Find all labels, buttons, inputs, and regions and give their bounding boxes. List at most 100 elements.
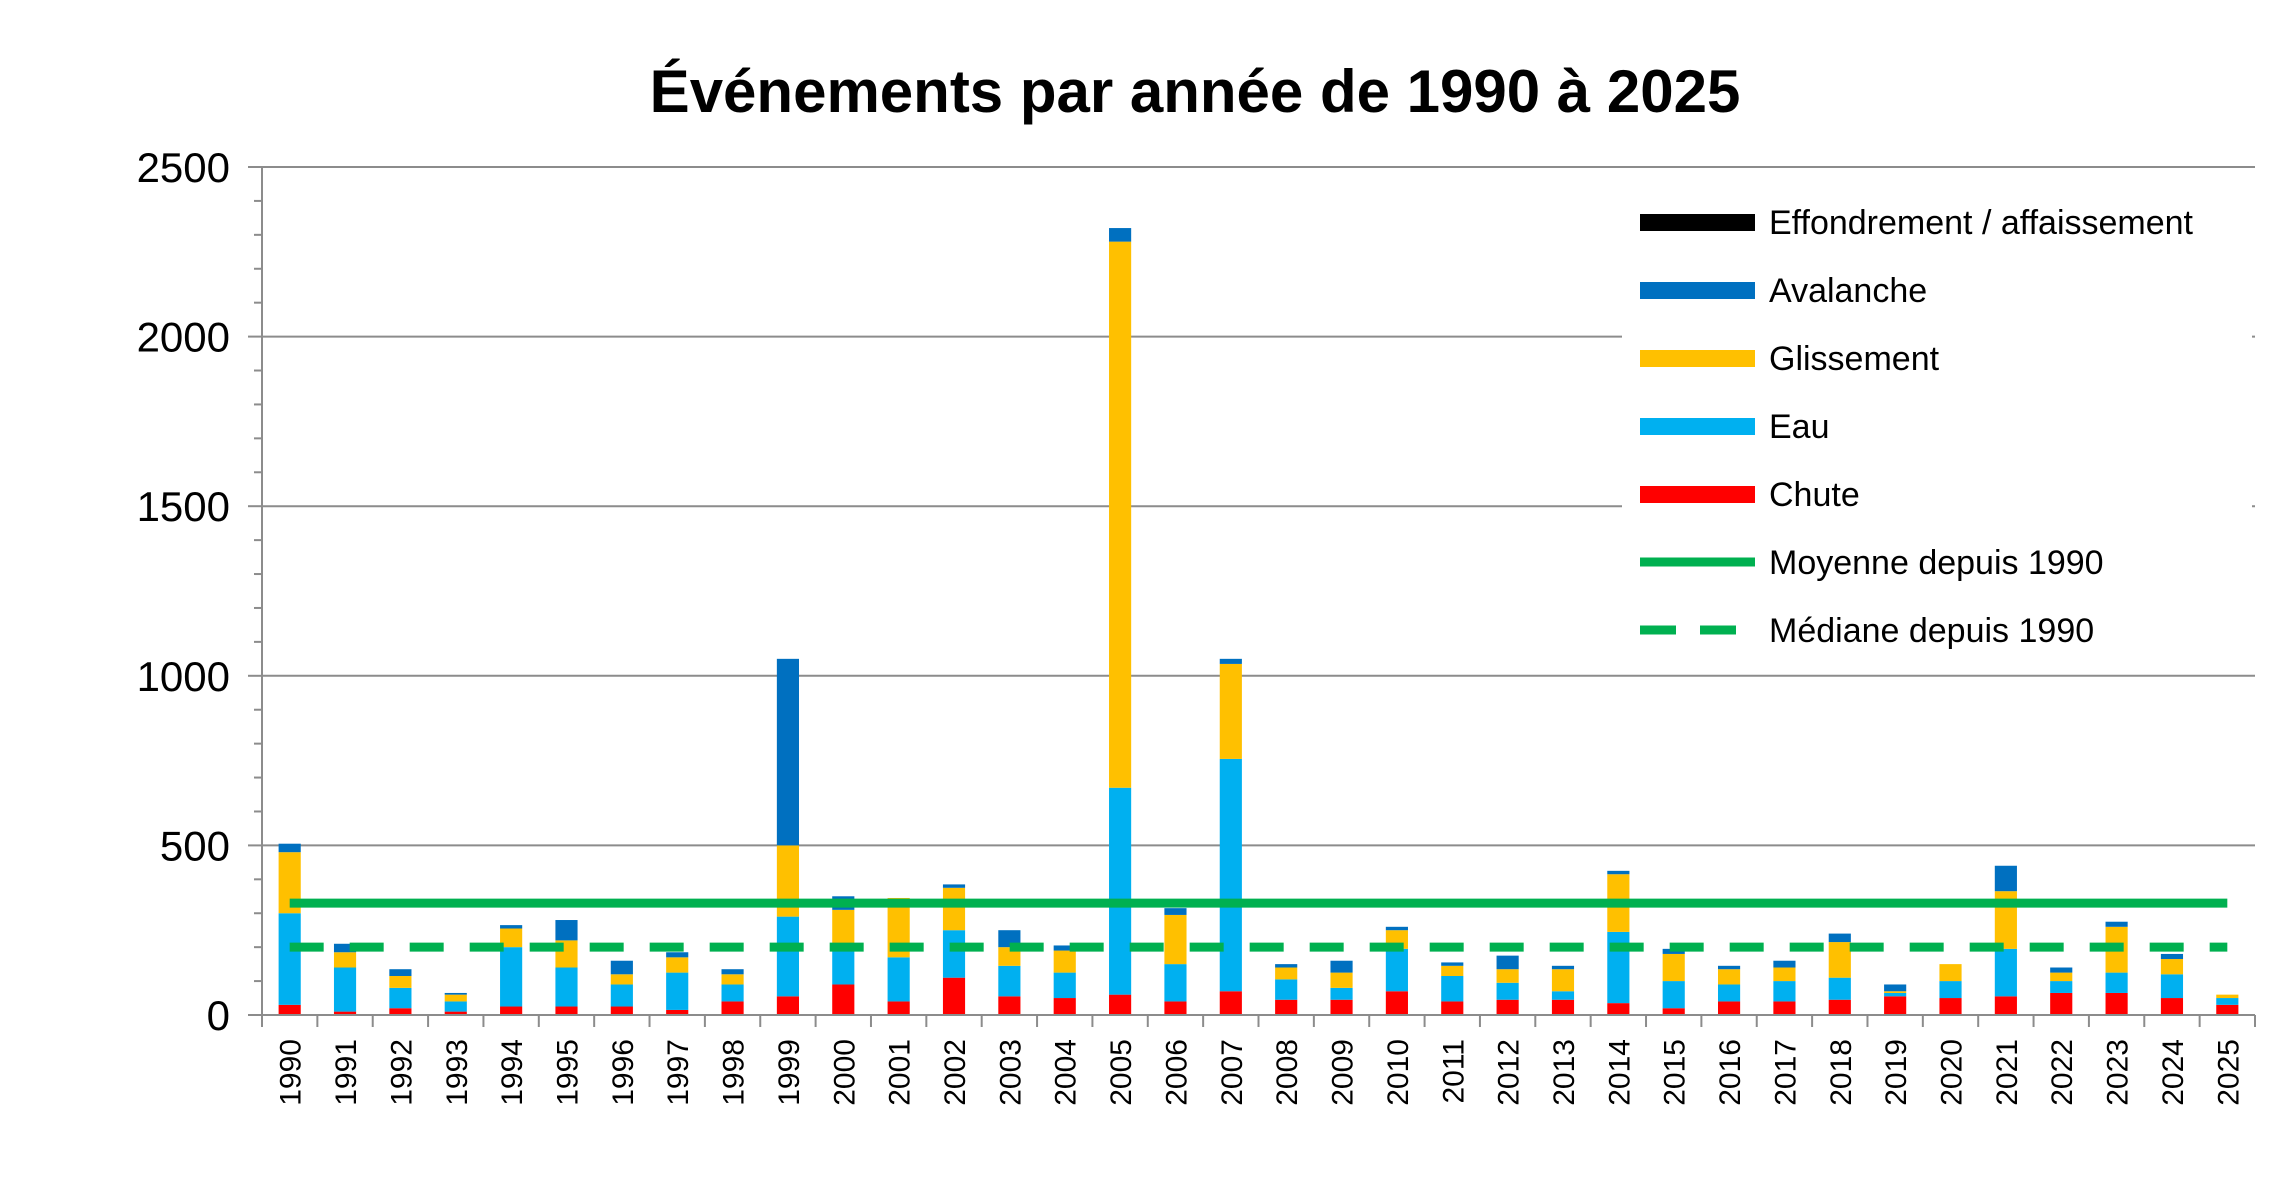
bar-glissement-2017: [1773, 967, 1796, 982]
bar-chute-1996: [610, 1006, 633, 1015]
legend-label-moyenne-depuis-1990: Moyenne depuis 1990: [1769, 544, 2104, 582]
bar-avalanche-2007: [1219, 658, 1242, 664]
bar-avalanche-2010: [1385, 926, 1408, 931]
bar-avalanche-2016: [1717, 965, 1741, 970]
bar-chute-2014: [1607, 1003, 1630, 1015]
bar-eau-2018: [1828, 977, 1851, 1000]
x-tick-label: 2005: [1105, 1039, 1138, 1106]
bar-avalanche-1995: [555, 920, 578, 941]
bar-eau-1994: [500, 947, 523, 1007]
bar-eau-2016: [1717, 984, 1741, 1002]
x-tick-label: 2021: [1991, 1039, 2024, 1106]
bar-eau-2000: [832, 947, 855, 985]
bar-chute-1997: [666, 1009, 689, 1015]
bar-chute-2007: [1219, 991, 1242, 1015]
bar-glissement-2004: [1053, 950, 1076, 973]
bar-chute-2008: [1275, 999, 1298, 1015]
bar-avalanche-2005: [1109, 228, 1132, 242]
bar-avalanche-2012: [1496, 955, 1519, 970]
bar-chute-2013: [1551, 999, 1575, 1015]
bar-avalanche-2009: [1330, 960, 1353, 973]
y-tick-label: 2000: [137, 314, 230, 361]
bar-glissement-2016: [1717, 969, 1741, 985]
bar-chute-1998: [721, 1001, 744, 1015]
x-axis-labels: 1990 1991 1992 1993 1994 1995 1996 1997 1998 1999…: [275, 1039, 2246, 1106]
bar-eau-2014: [1607, 931, 1630, 1004]
x-tick-label: 2003: [994, 1039, 1027, 1106]
legend-label-avalanche: Avalanche: [1769, 272, 1927, 310]
bar-chute-2003: [998, 996, 1021, 1015]
bar-avalanche-2023: [2105, 921, 2128, 927]
x-tick-label: 2000: [828, 1039, 861, 1106]
x-tick-label: 1992: [385, 1039, 418, 1106]
bars: [278, 228, 2239, 1015]
bar-avalanche-2014: [1607, 870, 1630, 875]
bar-eau-1991: [333, 967, 357, 1012]
bar-eau-2022: [2050, 981, 2073, 993]
y-tick-label: 2500: [137, 144, 230, 191]
bar-chute-2022: [2050, 992, 2073, 1015]
bar-avalanche-1993: [444, 992, 467, 995]
bar-glissement-2005: [1109, 241, 1132, 788]
bar-glissement-2013: [1551, 969, 1575, 992]
x-tick-label: 1990: [275, 1039, 308, 1106]
x-tick-label: 2015: [1659, 1039, 1692, 1106]
bar-chute-2009: [1330, 999, 1353, 1015]
bar-avalanche-2013: [1551, 965, 1575, 970]
bar-chute-1991: [333, 1011, 357, 1015]
x-tick-label: 1995: [551, 1039, 584, 1106]
bar-eau-1993: [444, 1001, 467, 1012]
bar-eau-2023: [2105, 972, 2128, 993]
bar-chute-2020: [1939, 998, 1962, 1015]
bar-eau-1997: [666, 972, 689, 1010]
bar-eau-1999: [776, 916, 800, 997]
x-tick-label: 2022: [2046, 1039, 2079, 1106]
bar-chute-2006: [1164, 1001, 1187, 1015]
reference-lines: [289, 898, 2228, 952]
bar-eau-2005: [1109, 787, 1132, 995]
legend-label-chute: Chute: [1769, 476, 1860, 514]
bar-chute-1994: [500, 1006, 523, 1015]
bar-glissement-2025: [2216, 994, 2239, 999]
x-tick-label: 2010: [1382, 1039, 1415, 1106]
bar-avalanche-2002: [942, 884, 966, 888]
legend-swatch-chute: [1640, 486, 1755, 503]
bar-glissement-1990: [278, 852, 301, 914]
bar-avalanche-1999: [776, 658, 800, 846]
bar-eau-2002: [942, 930, 966, 978]
bar-glissement-2015: [1662, 953, 1685, 982]
x-tick-label: 2007: [1216, 1039, 1249, 1106]
x-tick-label: 2001: [884, 1039, 917, 1106]
x-tick-label: 2006: [1160, 1039, 1193, 1106]
bar-glissement-2011: [1441, 965, 1464, 976]
bar-chute-2015: [1662, 1008, 1685, 1015]
bar-chute-2016: [1717, 1001, 1741, 1015]
x-tick-label: 2016: [1714, 1039, 1747, 1106]
x-tick-label: 2019: [1880, 1039, 1913, 1106]
x-tick-label: 1994: [496, 1039, 529, 1106]
bar-glissement-2020: [1939, 964, 1962, 982]
x-tick-label: 1997: [662, 1039, 695, 1106]
bar-chute-2004: [1053, 998, 1076, 1015]
axes: [248, 166, 2256, 1027]
bar-chute-2019: [1884, 996, 1907, 1015]
bar-avalanche-1996: [610, 960, 633, 975]
bar-chute-2001: [887, 1001, 910, 1015]
bar-chute-2023: [2105, 992, 2128, 1015]
bar-avalanche-2021: [1994, 865, 2017, 892]
bar-glissement-1992: [389, 975, 412, 988]
bar-eau-2021: [1994, 948, 2017, 997]
bar-avalanche-1998: [721, 969, 744, 975]
bar-glissement-2024: [2160, 959, 2184, 975]
bar-eau-1992: [389, 987, 412, 1009]
bar-chute-2005: [1109, 994, 1132, 1015]
x-tick-label: 2014: [1603, 1039, 1636, 1106]
bar-glissement-2012: [1496, 969, 1519, 983]
bar-glissement-1994: [500, 928, 523, 948]
bar-glissement-2000: [832, 909, 855, 948]
bar-eau-2010: [1385, 948, 1408, 992]
x-tick-label: 2025: [2212, 1039, 2245, 1106]
legend-swatch-glissement: [1640, 350, 1755, 367]
